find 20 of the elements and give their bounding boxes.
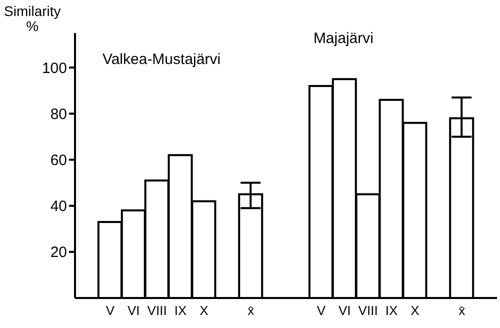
x-tick-label: x̄ <box>458 303 466 318</box>
x-tick-label: V <box>106 303 115 318</box>
y-tick-label: 20 <box>50 244 67 262</box>
y-tick-label: 80 <box>50 106 67 123</box>
x-tick-label: IX <box>385 303 398 318</box>
x-tick-label: VI <box>338 303 351 318</box>
x-tick-label: V <box>316 303 326 318</box>
x-tick-label: VI <box>127 303 140 318</box>
y-axis-title: Similarity % <box>4 3 61 34</box>
x-tick-label: IX <box>174 303 187 318</box>
x-tick-label: VIII <box>147 303 167 318</box>
y-tick-label: 60 <box>50 152 67 170</box>
annotation: Majajärvi <box>313 30 374 47</box>
x-tick-label: X <box>200 303 209 318</box>
x-tick-label: X <box>410 303 420 318</box>
y-tick-label: 100 <box>42 60 67 77</box>
x-tick-label: VIII <box>358 303 378 318</box>
annotation: Valkea-Mustajärvi <box>102 50 221 68</box>
y-tick-label: 40 <box>50 198 67 216</box>
x-tick-label: x̄ <box>248 303 255 318</box>
